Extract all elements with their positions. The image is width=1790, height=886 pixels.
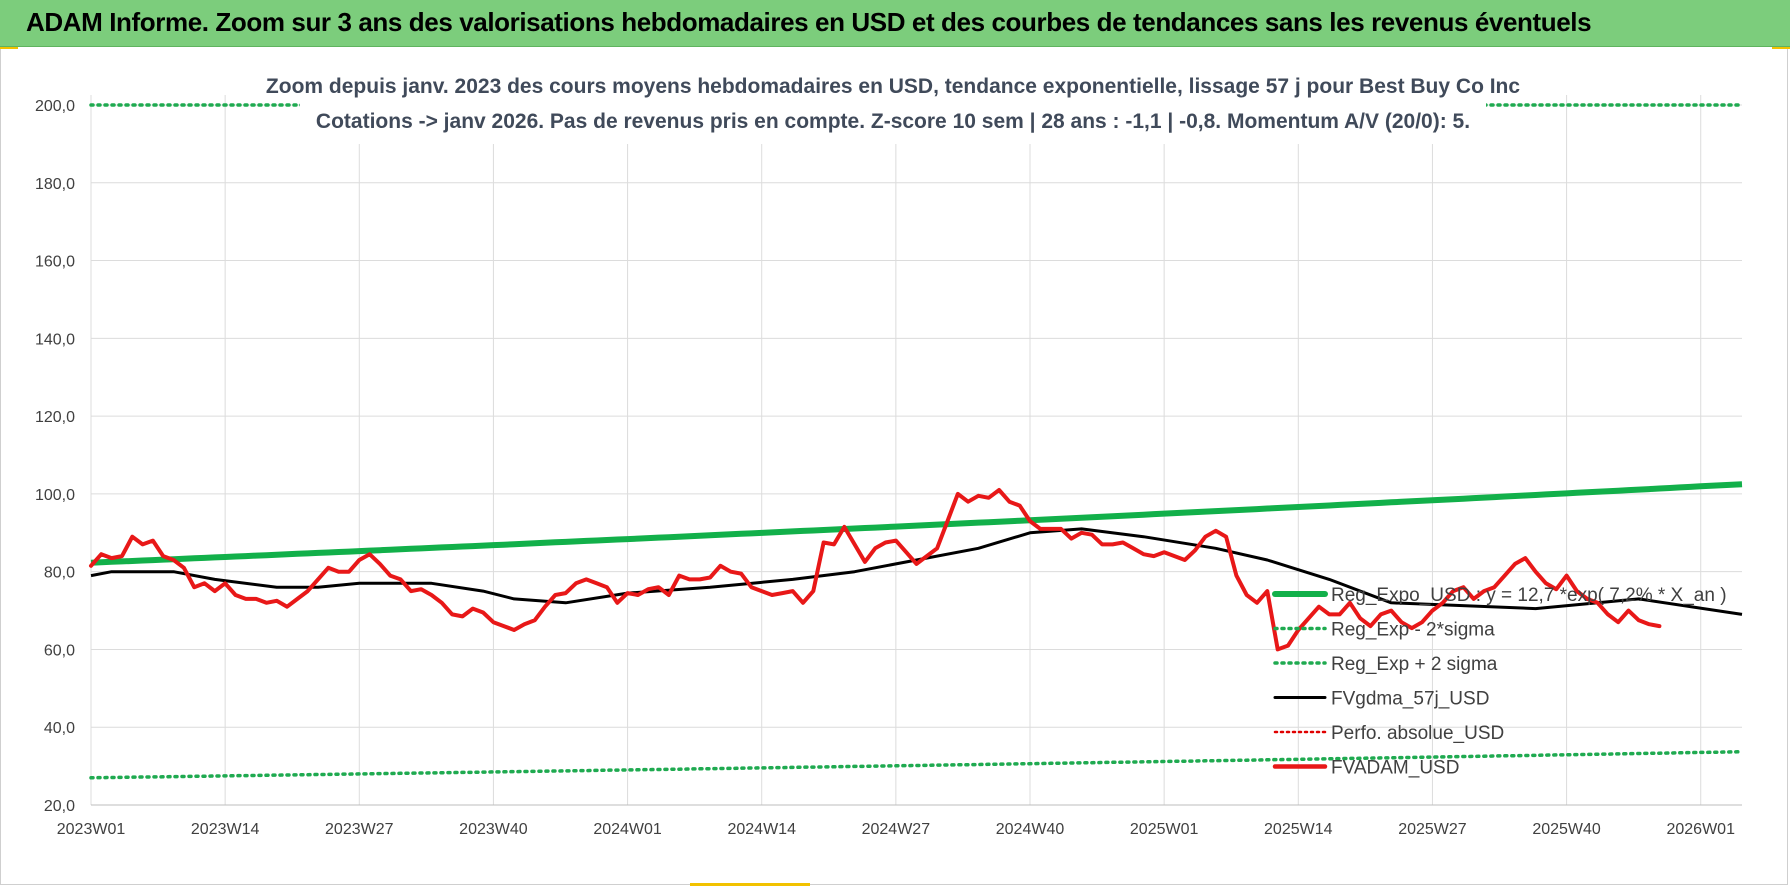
- chart-grid: [90, 95, 1742, 806]
- frame-accent-right: [1772, 47, 1790, 49]
- legend-label: Reg_Exp + 2 sigma: [1331, 654, 1498, 675]
- x-tick-label: 2025W40: [1532, 821, 1601, 838]
- chart-series: [89, 103, 1744, 780]
- chart-subtitle-line2: Cotations -> janv 2026. Pas de revenus p…: [316, 110, 1470, 133]
- series-exponential-trend: [90, 481, 1743, 566]
- header-bar: ADAM Informe. Zoom sur 3 ans des valoris…: [0, 0, 1790, 47]
- x-axis-ticks: 2023W01 2023W14 2023W27 2023W40 2024W01 2024W…: [57, 821, 1735, 838]
- legend-label: Perfo. absolue_USD: [1331, 723, 1504, 744]
- x-tick-label: 2023W01: [57, 821, 126, 838]
- chart-subtitle-line1: Zoom depuis janv. 2023 des cours moyens …: [266, 75, 1520, 98]
- subtitle-backdrop: [300, 68, 1486, 144]
- frame-accent-bottom: [690, 883, 810, 886]
- x-tick-label: 2024W01: [593, 821, 662, 838]
- y-tick-label: 80,0: [44, 565, 75, 582]
- y-tick-label: 180,0: [35, 176, 75, 193]
- y-tick-label: 120,0: [35, 409, 75, 426]
- x-tick-label: 2024W40: [996, 821, 1065, 838]
- chart-frame: [0, 47, 1788, 885]
- y-tick-label: 200,0: [35, 98, 75, 115]
- x-tick-label: 2023W27: [325, 821, 394, 838]
- legend-label: FVgdma_57j_USD: [1331, 689, 1489, 710]
- x-tick-label: 2025W27: [1398, 821, 1467, 838]
- x-tick-label: 2025W01: [1130, 821, 1199, 838]
- x-tick-label: 2024W27: [862, 821, 931, 838]
- y-tick-label: 60,0: [44, 642, 75, 659]
- x-tick-label: 2025W14: [1264, 821, 1333, 838]
- x-tick-label: 2023W14: [191, 821, 260, 838]
- x-tick-label: 2024W14: [727, 821, 796, 838]
- legend-label: Reg_Expo_USD : y = 12,7 *exp( 7,2% * X_a…: [1331, 585, 1727, 606]
- y-tick-label: 40,0: [44, 720, 75, 737]
- series-price: [89, 488, 1662, 652]
- y-axis-ticks: 20,0 40,0 60,0 80,0 100,0 120,0 140,0 160,0 180,…: [35, 98, 75, 815]
- y-tick-label: 160,0: [35, 254, 75, 271]
- frame-accent-left: [0, 47, 18, 49]
- x-tick-label: 2026W01: [1666, 821, 1735, 838]
- chart-legend: Reg_Expo_USD : y = 12,7 *exp( 7,2% * X_a…: [1272, 585, 1727, 779]
- series-gdma: [90, 527, 1743, 616]
- y-tick-label: 20,0: [44, 798, 75, 815]
- series-lower-band: [89, 749, 1744, 780]
- page-title: ADAM Informe. Zoom sur 3 ans des valoris…: [26, 7, 1592, 37]
- legend-label: Reg_Exp - 2*sigma: [1331, 620, 1495, 641]
- y-tick-label: 100,0: [35, 487, 75, 504]
- x-tick-label: 2023W40: [459, 821, 528, 838]
- legend-label: FVADAM_USD: [1331, 758, 1459, 779]
- y-tick-label: 140,0: [35, 331, 75, 348]
